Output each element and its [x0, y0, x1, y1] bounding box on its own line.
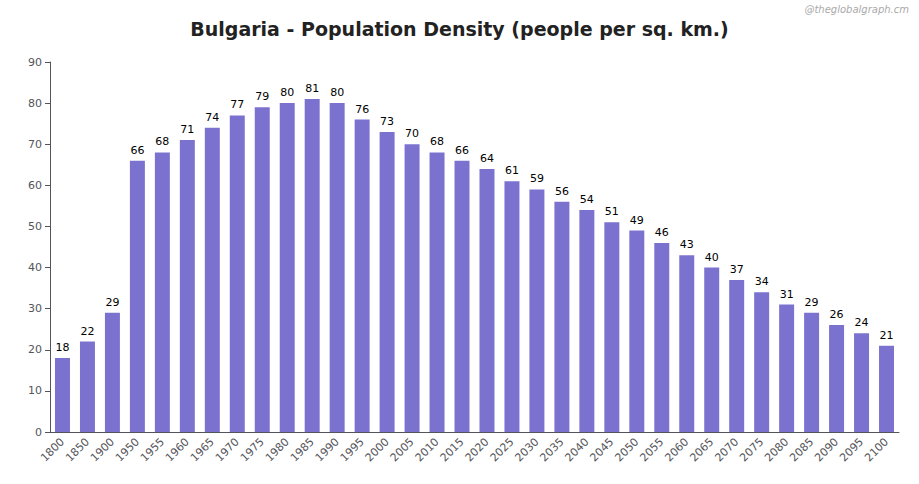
svg-text:60: 60	[28, 179, 42, 192]
svg-text:1990: 1990	[313, 435, 342, 464]
svg-text:18: 18	[55, 341, 69, 354]
svg-text:34: 34	[755, 275, 769, 288]
svg-text:Bulgaria - Population Density: Bulgaria - Population Density (people pe…	[190, 18, 728, 40]
svg-text:2005: 2005	[388, 435, 417, 464]
svg-text:64: 64	[480, 152, 494, 165]
svg-text:2025: 2025	[488, 435, 517, 464]
svg-text:2030: 2030	[513, 435, 542, 464]
svg-text:90: 90	[28, 56, 42, 69]
svg-text:1950: 1950	[113, 435, 142, 464]
svg-text:20: 20	[28, 343, 42, 356]
svg-text:80: 80	[330, 86, 344, 99]
svg-text:26: 26	[830, 308, 844, 321]
svg-text:24: 24	[855, 316, 869, 329]
svg-text:70: 70	[28, 138, 42, 151]
svg-text:51: 51	[605, 205, 619, 218]
svg-text:73: 73	[380, 115, 394, 128]
svg-text:68: 68	[430, 135, 444, 148]
svg-text:2040: 2040	[562, 435, 591, 464]
svg-text:2080: 2080	[762, 435, 791, 464]
svg-text:2095: 2095	[837, 435, 866, 464]
svg-text:49: 49	[630, 214, 644, 227]
svg-text:2090: 2090	[812, 435, 841, 464]
svg-text:1975: 1975	[238, 435, 267, 464]
svg-text:2020: 2020	[463, 435, 492, 464]
svg-text:43: 43	[680, 238, 694, 251]
svg-text:1995: 1995	[338, 435, 367, 464]
svg-text:0: 0	[35, 426, 42, 439]
svg-text:40: 40	[28, 261, 42, 274]
svg-text:30: 30	[28, 302, 42, 315]
svg-text:2055: 2055	[637, 435, 666, 464]
svg-text:21: 21	[880, 329, 894, 342]
svg-text:79: 79	[255, 90, 269, 103]
svg-text:46: 46	[655, 226, 669, 239]
svg-text:31: 31	[780, 288, 794, 301]
svg-text:66: 66	[455, 144, 469, 157]
svg-text:50: 50	[28, 220, 42, 233]
svg-text:56: 56	[555, 185, 569, 198]
svg-text:2015: 2015	[438, 435, 467, 464]
svg-text:2100: 2100	[862, 435, 891, 464]
svg-text:29: 29	[105, 296, 119, 309]
svg-text:70: 70	[405, 127, 419, 140]
svg-text:2060: 2060	[662, 435, 691, 464]
svg-text:74: 74	[205, 111, 219, 124]
svg-text:40: 40	[705, 251, 719, 264]
svg-text:76: 76	[355, 103, 369, 116]
svg-text:10: 10	[28, 384, 42, 397]
svg-text:1850: 1850	[63, 435, 92, 464]
svg-text:59: 59	[530, 172, 544, 185]
svg-text:61: 61	[505, 164, 519, 177]
svg-text:1985: 1985	[288, 435, 317, 464]
svg-text:2045: 2045	[587, 435, 616, 464]
svg-text:@theglobalgraph.cm: @theglobalgraph.cm	[804, 4, 909, 15]
svg-text:1980: 1980	[263, 435, 292, 464]
svg-text:2085: 2085	[787, 435, 816, 464]
svg-text:71: 71	[180, 123, 194, 136]
svg-text:1960: 1960	[163, 435, 192, 464]
svg-text:2070: 2070	[712, 435, 741, 464]
svg-text:77: 77	[230, 98, 244, 111]
svg-text:2050: 2050	[612, 435, 641, 464]
svg-text:66: 66	[130, 144, 144, 157]
svg-text:81: 81	[305, 82, 319, 95]
svg-text:80: 80	[280, 86, 294, 99]
svg-text:1900: 1900	[88, 435, 117, 464]
svg-text:2065: 2065	[687, 435, 716, 464]
svg-text:54: 54	[580, 193, 594, 206]
svg-text:68: 68	[155, 135, 169, 148]
svg-text:2075: 2075	[737, 435, 766, 464]
svg-text:2000: 2000	[363, 435, 392, 464]
svg-text:1800: 1800	[38, 435, 67, 464]
svg-text:29: 29	[805, 296, 819, 309]
svg-text:1965: 1965	[188, 435, 217, 464]
svg-text:80: 80	[28, 97, 42, 110]
svg-text:2035: 2035	[538, 435, 567, 464]
svg-text:1970: 1970	[213, 435, 242, 464]
svg-text:1955: 1955	[138, 435, 167, 464]
svg-text:2010: 2010	[413, 435, 442, 464]
svg-text:22: 22	[80, 325, 94, 338]
svg-text:37: 37	[730, 263, 744, 276]
